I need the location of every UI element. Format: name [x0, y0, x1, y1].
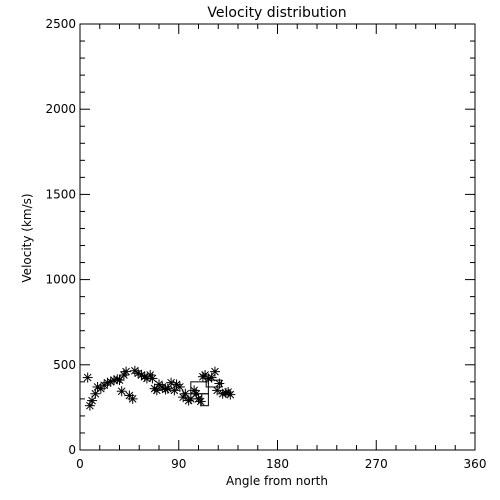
data-box — [190, 381, 209, 395]
x-tick-label: 180 — [266, 457, 289, 471]
x-tick-label: 360 — [464, 457, 487, 471]
x-axis-label: Angle from north — [226, 474, 328, 488]
data-point — [147, 373, 158, 384]
y-tick-label: 1500 — [45, 187, 76, 201]
y-tick-label: 1000 — [45, 273, 76, 287]
axis-ticks — [79, 23, 476, 451]
data-point — [82, 372, 93, 383]
data-point — [225, 389, 236, 400]
x-tick-label: 270 — [365, 457, 388, 471]
axis-tick-labels: 0 90 180 270 360 0 500 1000 1500 2000 2500 — [45, 17, 486, 471]
plot-frame — [79, 23, 476, 451]
data-point — [127, 393, 138, 404]
data-point — [209, 366, 220, 377]
plot-border — [79, 23, 476, 451]
data-point — [90, 388, 101, 399]
y-tick-label: 2500 — [45, 17, 76, 31]
data-points — [82, 365, 236, 411]
y-tick-label: 500 — [53, 358, 76, 372]
data-box — [201, 393, 209, 407]
data-point — [121, 366, 132, 377]
data-point — [116, 386, 127, 397]
data-point — [195, 396, 206, 407]
data-box — [205, 379, 223, 388]
data-point — [114, 375, 125, 386]
x-tick-label: 90 — [171, 457, 186, 471]
data-point — [174, 381, 185, 392]
y-tick-label: 2000 — [45, 102, 76, 116]
x-tick-label: 0 — [76, 457, 84, 471]
chart-title: Velocity distribution — [207, 5, 346, 21]
y-axis-label: Velocity (km/s) — [20, 193, 34, 282]
y-tick-label: 0 — [68, 443, 76, 457]
data-boxes — [190, 379, 223, 407]
